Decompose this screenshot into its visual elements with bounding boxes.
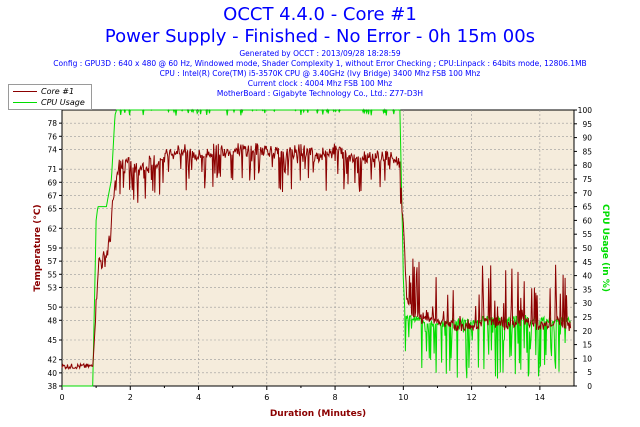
generated-info: Generated by OCCT : 2013/09/28 18:28:59 <box>239 49 401 58</box>
y-right-tick-label: 75 <box>582 175 592 184</box>
legend-label-cpu-usage: CPU Usage <box>41 98 85 107</box>
y-right-axis-label: CPU Usage (in %) <box>600 204 610 292</box>
y-left-tick-label: 67 <box>47 191 57 200</box>
y-right-tick-label: 10 <box>582 354 592 363</box>
y-right-tick-label: 15 <box>582 341 592 350</box>
x-tick-label: 14 <box>535 393 545 402</box>
y-right-tick-label: 85 <box>582 147 592 156</box>
motherboard-info: MotherBoard : Gigabyte Technology Co., L… <box>216 89 424 98</box>
y-right-tick-label: 0 <box>587 382 592 391</box>
y-right-tick-label: 80 <box>582 161 592 170</box>
y-right-tick-label: 20 <box>582 327 592 336</box>
y-left-tick-label: 59 <box>47 244 57 253</box>
y-right-tick-label: 25 <box>582 313 592 322</box>
y-left-axis-label: Temperature (°C) <box>33 204 43 291</box>
clock-info: Current clock : 4004 Mhz FSB 100 Mhz <box>247 79 393 88</box>
y-left-tick-label: 45 <box>47 336 57 345</box>
y-left-tick-label: 53 <box>47 283 57 292</box>
y-left-tick-label: 76 <box>47 132 57 141</box>
legend-swatch-core <box>13 91 37 92</box>
y-right-tick-label: 95 <box>582 120 592 129</box>
y-left-tick-label: 62 <box>47 224 57 233</box>
y-left-tick-label: 71 <box>47 165 57 174</box>
legend-label-core: Core #1 <box>41 87 75 96</box>
chart-subtitle: Power Supply - Finished - No Error - 0h … <box>104 26 536 47</box>
series-line-core <box>61 143 572 371</box>
legend-item-core: Core #1 <box>13 86 91 97</box>
x-tick-label: 12 <box>467 393 477 402</box>
y-left-tick-label: 74 <box>47 145 57 154</box>
x-axis-label: Duration (Minutes) <box>270 409 366 419</box>
x-tick-label: 10 <box>398 393 408 402</box>
y-right-tick-label: 70 <box>582 189 592 198</box>
y-left-tick-label: 78 <box>47 119 57 128</box>
y-right-tick-label: 5 <box>587 368 592 377</box>
x-tick-label: 0 <box>59 393 64 402</box>
y-right-tick-label: 60 <box>582 216 592 225</box>
y-right-tick-label: 35 <box>582 285 592 294</box>
cpu-info: CPU : Intel(R) Core(TM) i5-3570K CPU @ 3… <box>159 69 481 78</box>
legend-item-cpu-usage: CPU Usage <box>13 97 91 108</box>
legend: Core #1 CPU Usage <box>8 84 92 110</box>
y-left-tick-label: 42 <box>47 356 57 365</box>
y-right-tick-label: 30 <box>582 299 592 308</box>
y-left-tick-label: 40 <box>47 369 57 378</box>
y-left-tick-label: 38 <box>47 382 57 391</box>
x-tick-label: 2 <box>128 393 133 402</box>
y-right-tick-label: 90 <box>582 134 592 143</box>
x-tick-label: 8 <box>333 393 338 402</box>
y-right-tick-label: 45 <box>582 258 592 267</box>
y-right-tick-label: 100 <box>578 106 593 115</box>
y-left-tick-label: 69 <box>47 178 57 187</box>
y-right-tick-label: 55 <box>582 230 592 239</box>
y-left-tick-label: 57 <box>47 257 57 266</box>
y-right-tick-label: 50 <box>582 244 592 253</box>
legend-swatch-cpu-usage <box>13 102 37 103</box>
config-info: Config : GPU3D : 640 x 480 @ 60 Hz, Wind… <box>53 59 587 68</box>
x-tick-label: 4 <box>196 393 201 402</box>
y-right-tick-label: 40 <box>582 272 592 281</box>
y-left-tick-label: 55 <box>47 270 57 279</box>
chart-title: OCCT 4.4.0 - Core #1 <box>223 4 417 25</box>
x-tick-label: 6 <box>264 393 269 402</box>
y-right-tick-label: 65 <box>582 203 592 212</box>
y-left-tick-label: 50 <box>47 303 57 312</box>
y-left-tick-label: 65 <box>47 205 57 214</box>
y-left-tick-label: 48 <box>47 316 57 325</box>
